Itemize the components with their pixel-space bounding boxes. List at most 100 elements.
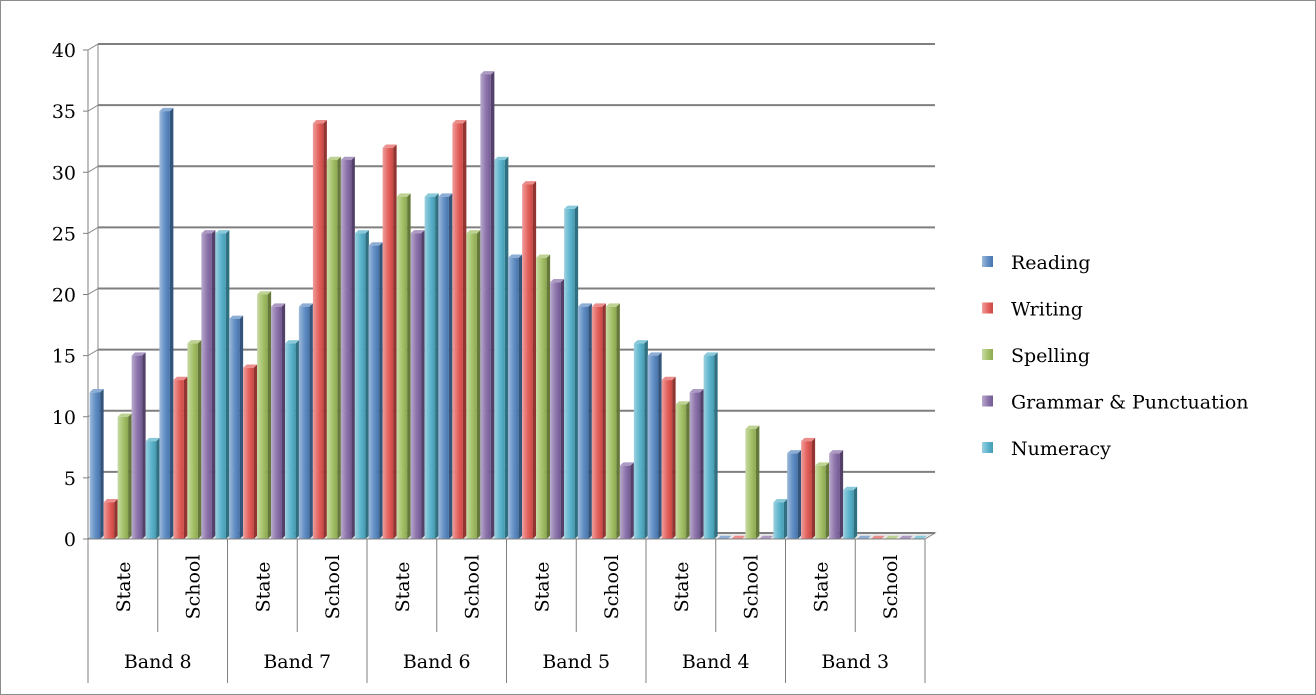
bar-reading <box>438 193 453 539</box>
bar-spelling <box>187 340 202 539</box>
y-tick-label: 20 <box>52 285 76 307</box>
y-tick-label: 30 <box>52 162 76 184</box>
bar-spelling <box>117 413 132 539</box>
legend-item-writing: Writing <box>982 299 1083 321</box>
bar-spelling <box>884 535 899 539</box>
bar-numeracy <box>145 437 160 539</box>
x-group-label: Band 4 <box>682 651 750 673</box>
legend-item-numeracy: Numeracy <box>982 438 1111 460</box>
gridline-depth <box>87 104 99 112</box>
bar-grammar-and-punctuation <box>759 535 774 539</box>
bar-reading <box>229 315 244 539</box>
bar-spelling <box>745 425 760 539</box>
bar-numeracy <box>633 340 648 539</box>
x-tick-label: State <box>392 562 414 613</box>
bar-numeracy <box>354 230 369 539</box>
legend-swatch <box>982 256 993 267</box>
gridline-depth <box>87 165 99 173</box>
bar-reading <box>159 107 174 539</box>
bar-grammar-and-punctuation <box>898 535 913 539</box>
legend-label: Writing <box>1011 299 1083 321</box>
bar-spelling <box>815 462 830 539</box>
x-tick-label: State <box>810 562 832 613</box>
bar-writing <box>522 181 537 540</box>
legend-swatch <box>982 395 993 407</box>
bar-writing <box>731 535 746 539</box>
x-tick-label: School <box>462 555 484 620</box>
axis-layer: 0 5 10 15 20 25 30 35 40 State School State School St… <box>52 40 926 683</box>
x-tick-label: State <box>671 562 693 613</box>
bar-writing <box>243 364 258 539</box>
legend-item-grammar-and-punctuation: Grammar & Punctuation <box>982 392 1249 414</box>
bar-numeracy <box>215 230 230 539</box>
legend-swatch <box>982 442 993 453</box>
bar-spelling <box>466 230 481 539</box>
legend-item-reading: Reading <box>982 252 1091 274</box>
gridline-depth <box>87 288 99 295</box>
bar-numeracy <box>285 340 300 539</box>
y-tick-label: 25 <box>52 223 76 245</box>
x-tick-label: School <box>741 555 763 620</box>
bar-grammar-and-punctuation <box>271 303 286 539</box>
legend: Reading Writing Spelling Grammar & Punctuat… <box>982 252 1249 460</box>
bar-writing <box>801 437 816 539</box>
bar-grammar-and-punctuation <box>201 230 216 539</box>
legend-swatch <box>982 302 993 314</box>
bar-numeracy <box>843 486 858 539</box>
bar-grammar-and-punctuation <box>131 352 146 539</box>
bar-grammar-and-punctuation <box>410 230 425 539</box>
bar-spelling <box>536 254 551 539</box>
gridline-depth <box>87 43 99 51</box>
bar-writing <box>452 120 467 540</box>
legend-swatch <box>982 349 993 360</box>
bar-writing <box>312 120 327 540</box>
bar-writing <box>382 144 397 540</box>
x-tick-label: State <box>531 562 553 613</box>
gridline-depth <box>87 349 99 357</box>
bar-spelling <box>257 291 272 539</box>
legend-label: Reading <box>1011 252 1091 274</box>
bar-spelling <box>326 156 341 539</box>
bar-spelling <box>396 193 411 539</box>
y-tick-label: 0 <box>64 529 76 551</box>
bar-grammar-and-punctuation <box>480 71 495 540</box>
bar-writing <box>591 303 606 539</box>
bar-grammar-and-punctuation <box>550 278 565 539</box>
y-tick-label: 40 <box>52 40 76 62</box>
bar-reading <box>647 352 662 539</box>
bar-numeracy <box>494 156 509 539</box>
x-group-label: Band 7 <box>263 651 331 673</box>
legend-item-spelling: Spelling <box>982 345 1090 367</box>
x-tick-label: School <box>322 555 344 620</box>
bar-numeracy <box>703 352 718 539</box>
bar-reading <box>298 303 313 539</box>
y-tick-label: 10 <box>52 407 76 429</box>
x-tick-label: State <box>113 562 135 613</box>
bar-writing <box>103 499 118 539</box>
bar-reading <box>577 303 592 539</box>
bar-spelling <box>605 303 620 539</box>
x-group-label: Band 6 <box>403 651 471 673</box>
bar-reading <box>856 535 871 539</box>
bar-reading <box>368 242 383 540</box>
x-group-label: Band 8 <box>124 651 192 673</box>
bar-reading <box>717 535 732 539</box>
bar-grammar-and-punctuation <box>689 389 704 539</box>
bar-grammar-and-punctuation <box>340 156 355 539</box>
bar-numeracy <box>424 193 439 539</box>
bar-numeracy <box>564 205 579 540</box>
bar-writing <box>661 376 676 539</box>
bar-numeracy <box>912 535 927 539</box>
y-tick-label: 15 <box>52 346 76 368</box>
gridline-depth <box>87 226 99 234</box>
x-group-label: Band 5 <box>542 651 610 673</box>
bar-layer <box>89 71 927 540</box>
y-tick-label: 5 <box>64 468 76 490</box>
bar-reading <box>89 389 104 539</box>
bar-grammar-and-punctuation <box>829 450 844 539</box>
legend-label: Spelling <box>1011 345 1090 367</box>
x-tick-label: State <box>252 562 274 613</box>
bar-reading <box>787 450 802 539</box>
bar-reading <box>508 254 523 539</box>
